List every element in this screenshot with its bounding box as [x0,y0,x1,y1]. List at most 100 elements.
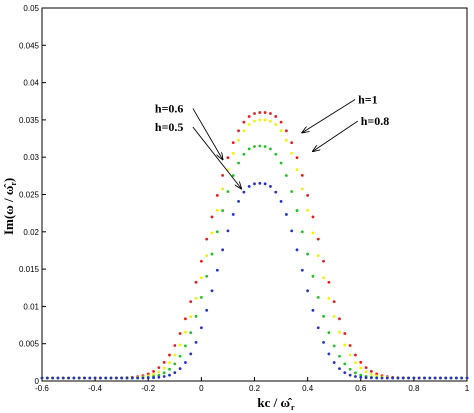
data-point [189,315,193,318]
data-point [295,209,299,212]
data-point [114,376,118,380]
data-point [338,354,341,358]
data-point [221,248,225,252]
data-point [306,193,310,197]
annotation: h=0.8 [313,114,389,151]
data-point [401,376,405,380]
data-point [83,376,86,380]
data-point [215,193,219,197]
data-point [125,376,129,380]
data-point [263,182,267,186]
data-point [237,129,240,133]
data-point [269,147,272,151]
annotation-label: h=1 [358,92,378,106]
data-point [338,317,341,321]
data-point [269,119,272,123]
data-point [460,376,464,380]
y-tick-label: 0.025 [19,191,40,200]
data-point [242,152,246,156]
data-point [375,372,379,376]
data-point [152,372,155,376]
data-point [322,259,325,263]
data-point [205,254,209,258]
data-point [322,314,325,318]
data-point [199,295,203,299]
y-axis-ticks: 0 0.005 0.01 0.015 0.02 0.025 0.03 0.035 0.04 0.0… [19,4,46,386]
data-point [184,317,187,321]
data-point [77,376,81,380]
data-point [375,376,379,380]
data-point [40,376,44,380]
data-point [354,375,357,378]
x-axis-title: kc / ω̂ [257,395,293,410]
data-point [104,376,108,380]
data-point [168,361,171,364]
data-point [247,147,251,151]
data-point [45,376,49,380]
data-point [168,353,171,357]
data-point [173,371,177,375]
data-point [247,123,251,126]
data-point [56,376,60,380]
y-tick-label: 0.03 [23,153,39,162]
data-point [231,141,235,145]
data-point [152,370,155,373]
x-tick-label: 0.6 [355,384,367,393]
annotation: h=0.6 [155,101,223,159]
data-point [284,138,288,142]
data-point [173,344,177,347]
data-point [348,344,352,347]
data-point [205,237,209,241]
data-point [274,152,278,156]
data-point [428,376,432,380]
annotation-arrow [313,120,359,151]
data-series [40,111,469,380]
data-point [295,248,299,252]
data-point [359,375,363,379]
y-tick-label: 0.02 [23,228,39,237]
data-point [194,280,198,284]
data-point [369,372,373,376]
annotation-arrow [192,108,223,159]
data-point [168,367,171,371]
data-point [199,276,203,280]
data-point [253,182,256,186]
data-point [178,332,182,335]
data-point [178,343,182,347]
data-point [226,190,230,193]
data-point [157,370,161,374]
data-point [162,360,166,364]
data-point [178,367,182,371]
data-point [311,308,315,312]
x-axis-title-subscript: r [291,403,295,412]
data-point [237,138,240,142]
data-point [338,367,341,371]
data-point [237,161,240,165]
data-point [269,185,272,188]
data-point [284,174,288,177]
data-point [242,190,246,194]
data-point [136,376,140,380]
data-point [99,376,102,380]
data-point [369,370,373,373]
data-point [407,376,410,380]
data-point [385,376,389,380]
x-tick-label: 0.8 [408,384,420,393]
data-point [343,343,347,347]
y-axis-title-close: ) [1,178,16,182]
data-point [290,141,294,145]
data-point [284,129,288,133]
data-point [279,129,283,133]
data-point [61,376,65,380]
data-point [279,161,283,165]
data-point [130,376,134,380]
annotation-arrow [302,99,356,132]
data-point [215,230,219,234]
data-point [88,376,92,380]
plot-area [41,7,468,382]
data-point [364,376,368,380]
data-point [162,366,166,370]
data-point [274,115,278,118]
data-point [189,300,193,304]
data-point [311,231,315,235]
